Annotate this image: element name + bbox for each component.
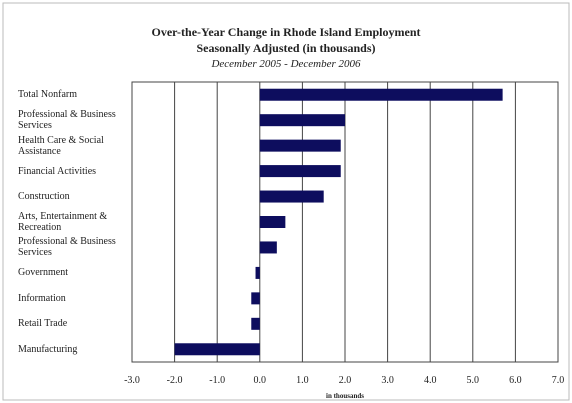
bar	[255, 266, 260, 279]
bar	[251, 317, 260, 330]
category-label: Health Care & Social Assistance	[18, 134, 104, 157]
bar	[251, 292, 260, 305]
bar	[259, 139, 341, 152]
bar	[259, 165, 341, 178]
x-tick-label: 3.0	[381, 375, 394, 386]
category-label: Government	[18, 267, 68, 279]
bar	[259, 88, 503, 101]
x-tick-label: 7.0	[552, 375, 565, 386]
x-tick-label: -3.0	[124, 375, 140, 386]
date-range: December 2005 - December 2006	[210, 58, 361, 70]
category-label: Total Nonfarm	[18, 89, 78, 101]
x-tick-label: 2.0	[339, 375, 352, 386]
bar	[259, 216, 286, 228]
bar	[259, 114, 345, 127]
category-label: Retail Trade	[18, 318, 68, 330]
category-label: Construction	[18, 191, 70, 203]
x-tick-label: 4.0	[424, 375, 437, 386]
category-label: Information	[18, 292, 66, 304]
chart-subtitle: Seasonally Adjusted (in thousands)	[196, 41, 375, 55]
bar	[259, 190, 324, 203]
bar	[259, 241, 277, 254]
category-label: Manufacturing	[18, 343, 78, 355]
x-tick-label: -2.0	[167, 375, 183, 386]
x-tick-label: 5.0	[467, 375, 480, 386]
category-label: Financial Activities	[18, 165, 97, 177]
x-tick-label: 0.0	[254, 375, 267, 386]
x-tick-label: 6.0	[509, 375, 522, 386]
category-label: Arts, Entertainment & Recreation	[18, 211, 108, 233]
x-axis-label: in thousands	[326, 392, 364, 400]
chart-title: Over-the-Year Change in Rhode Island Emp…	[151, 25, 420, 39]
bar	[174, 343, 260, 356]
x-tick-label: -1.0	[209, 375, 225, 386]
x-tick-label: 1.0	[296, 375, 309, 386]
category-label: Professional & Business Services	[18, 109, 116, 132]
category-label: Professional & Business Services	[18, 236, 116, 259]
